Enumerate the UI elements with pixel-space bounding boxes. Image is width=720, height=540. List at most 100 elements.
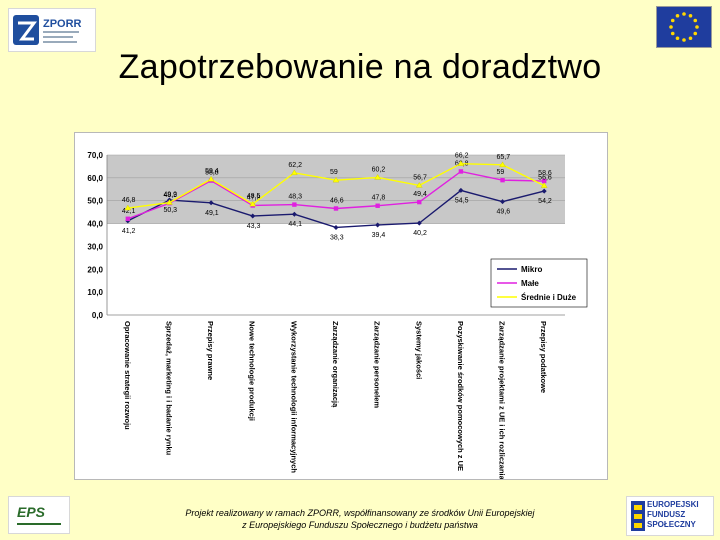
data-label: 44,1 [288,221,302,228]
data-point [416,220,422,226]
eu-star [693,31,698,36]
data-point [333,224,339,230]
data-label: 49,6 [497,209,511,216]
y-tick-label: 60,0 [87,174,103,183]
data-point [124,204,132,211]
data-label: 59 [497,169,505,176]
legend-label: Mikro [521,265,542,274]
category-label: Zarządzanie personelem [373,321,382,408]
data-label: 56,6 [538,175,552,182]
y-tick-label: 10,0 [87,288,103,297]
data-label: 47,8 [372,195,386,202]
legend: Mikro Małe Średnie i Duże [490,258,588,308]
eps-logo-text: EPS [17,504,46,520]
data-point [541,188,547,194]
data-point [207,175,215,182]
data-label: 60,2 [372,166,386,173]
footer-line-2: z Europejskiego Funduszu Społecznego i b… [242,520,478,530]
esf-logo-text: EUROPEJSKI FUNDUSZ SPOŁECZNY [647,500,699,529]
data-label: 49,2 [163,192,177,199]
category-label: Zarządzanie projektami z UE i ich rozlic… [498,321,507,479]
data-label: 54,2 [538,198,552,205]
eu-star [682,12,686,16]
chart-frame: 0,0 10,0 20,0 30,0 40,0 50,0 60,0 70,0 41,2 50,3 4… [74,132,608,481]
data-point [166,199,173,205]
category-label: Opracowanie strategii rozwoju [123,321,132,430]
category-label: Wykorzystanie technologii informacyjnych [289,321,298,473]
legend-label: Małe [521,279,539,288]
data-label: 39,4 [372,232,386,239]
eu-star [693,18,698,23]
data-label: 62,2 [288,162,302,169]
data-label: 66,2 [455,153,469,160]
data-label: 43,3 [247,223,261,230]
eu-stars-icon [669,12,699,42]
footer-text: Projekt realizowany w ramach ZPORR, wspó… [150,507,570,531]
data-label: 59,4 [205,168,219,175]
category-label: Przepisy podatkowe [539,321,548,393]
data-label: 48,9 [163,192,177,199]
data-label: 41,2 [122,228,136,235]
data-label: 47,9 [247,195,261,202]
data-point [250,213,256,219]
data-point [458,187,464,193]
eu-flag [656,6,712,48]
data-point [125,216,131,221]
data-point [291,211,297,217]
eu-star [695,25,699,29]
eu-star [688,13,693,18]
data-point [332,176,340,183]
y-tick-label: 30,0 [87,242,103,251]
data-label: 50,3 [163,207,177,214]
data-label: 38,3 [330,234,344,241]
page-title: Zapotrzebowanie na doradztwo [118,48,602,86]
data-point [499,161,506,168]
data-label: 56,7 [413,174,427,181]
data-point [458,169,464,174]
data-point [208,200,214,206]
esf-logo: EUROPEJSKI FUNDUSZ SPOŁECZNY [626,496,714,536]
data-point [500,199,506,205]
data-label: 48,3 [288,194,302,201]
data-label: 40,2 [413,230,427,237]
y-tick-label: 0,0 [92,311,104,320]
eu-star [675,36,680,41]
data-label: 54,5 [455,197,469,204]
eu-star [675,13,680,18]
legend-label: Średnie i Duże [521,293,577,302]
category-label: Pozyskiwanie środków pomocowych z UE [456,321,465,471]
data-label: 42,1 [122,208,136,215]
category-label: Nowe technologie produkcji [248,321,257,421]
eu-star [670,31,675,36]
category-label: Sprzedaż, marketing i i badanie rynku [164,321,173,456]
data-label: 59 [330,169,338,176]
data-label: 49,4 [413,191,427,198]
category-label: Zarządzanie organizacją [331,321,340,408]
data-label: 46,8 [122,197,136,204]
data-label: 49,1 [205,210,219,217]
y-tick-label: 20,0 [87,265,103,274]
data-point [541,178,547,184]
data-point [415,182,423,188]
y-tick-label: 40,0 [87,220,103,229]
eu-star [670,18,675,23]
y-tick-label: 70,0 [87,151,103,160]
data-point [333,206,339,211]
data-point [374,174,381,180]
data-label: 48,5 [247,193,261,200]
line-chart: 0,0 10,0 20,0 30,0 40,0 50,0 60,0 70,0 41,2 50,3 4… [87,151,588,481]
data-point [375,203,380,208]
data-point [249,200,257,207]
y-tick-label: 50,0 [87,197,103,206]
data-point [375,222,381,228]
category-label: Systemy jakości [414,321,423,379]
category-label: Przepisy prawne [206,321,215,380]
zporr-logo: ZPORR [8,8,96,52]
data-point [457,160,465,166]
footer-line-1: Projekt realizowany w ramach ZPORR, wspó… [185,508,535,518]
data-point [291,169,298,176]
data-label: 46,6 [330,197,344,204]
data-label: 65,7 [497,154,511,161]
eu-star [682,38,686,42]
eps-logo: EPS [8,496,70,534]
